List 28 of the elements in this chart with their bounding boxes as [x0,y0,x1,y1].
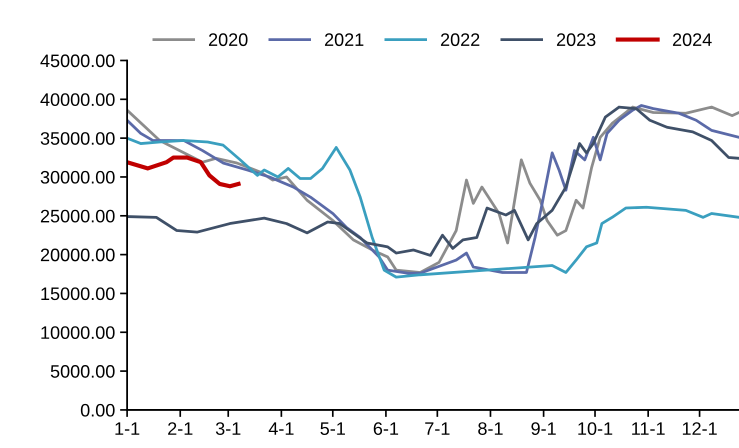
x-tick-label: 7-1 [425,422,450,435]
y-tick-label: 15000.00 [41,287,115,300]
y-tick-label: 30000.00 [40,170,115,184]
x-tick-label: 9-1 [531,422,556,435]
y-tick-label: 10000.00 [41,326,115,339]
x-tick-label: 11-1 [632,422,665,435]
y-tick-label: 0.00 [80,404,115,417]
y-tick-label: 20000.00 [40,248,115,262]
x-tick-label: 10-1 [578,422,612,435]
legend-label: 2021 [324,33,364,46]
y-tick-label: 45000.00 [40,54,115,68]
legend-label: 2020 [208,33,248,46]
y-tick-label: 5000.00 [50,365,115,378]
y-tick-label: 25000.00 [40,210,115,223]
x-tick-label: 6-1 [374,422,398,435]
x-tick-label: 2-1 [168,422,192,435]
legend-label: 2024 [672,33,712,46]
y-tick-label: 35000.00 [40,132,115,145]
x-tick-label: 3-1 [216,422,240,435]
x-tick-label: 5-1 [320,422,345,435]
legend-label: 2022 [440,33,480,46]
x-tick-label: 4-1 [268,422,294,435]
x-tick-label: 1-1 [115,422,140,435]
line-series [127,155,241,188]
x-tick-label: 8-1 [478,422,503,435]
legend-label: 2023 [556,33,596,46]
y-tick-label: 40000.00 [40,93,115,106]
x-tick-label: 12-1 [682,422,717,435]
